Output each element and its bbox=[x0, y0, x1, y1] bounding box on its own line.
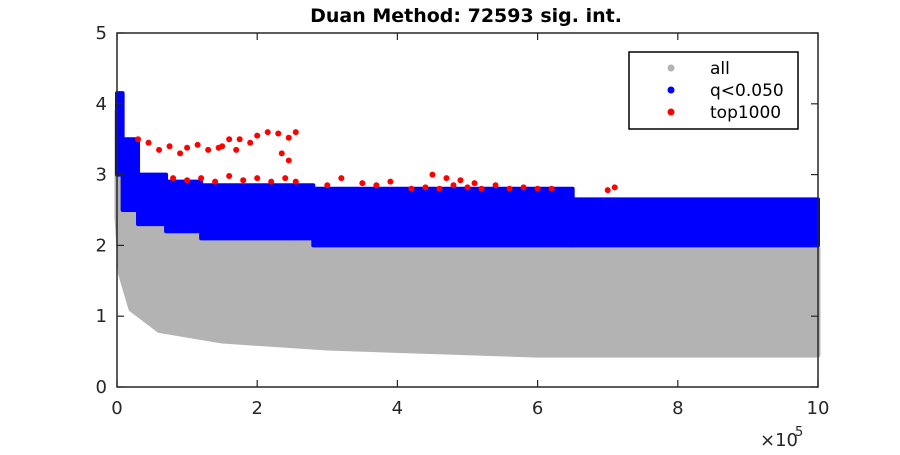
series-q-band bbox=[136, 172, 169, 227]
series-top1000-point bbox=[387, 178, 394, 185]
chart-title: Duan Method: 72593 sig. int. bbox=[310, 5, 622, 27]
x-exponent-power: 5 bbox=[795, 425, 803, 440]
series-top1000-point bbox=[198, 175, 205, 182]
series-top1000-point bbox=[247, 139, 254, 146]
series-top1000-point bbox=[264, 129, 271, 136]
legend-label-q: q<0.050 bbox=[710, 81, 784, 101]
series-top1000-point bbox=[184, 144, 191, 151]
series-top1000-point bbox=[226, 136, 233, 143]
series-q-band bbox=[120, 137, 141, 212]
x-tick-label: 2 bbox=[251, 398, 262, 419]
x-tick-label: 6 bbox=[532, 398, 543, 419]
series-top1000-point bbox=[268, 178, 275, 185]
series-q-band bbox=[311, 186, 575, 248]
series-top1000-point bbox=[506, 185, 513, 192]
x-tick-label: 0 bbox=[111, 398, 122, 419]
series-top1000-point bbox=[194, 141, 201, 148]
legend: all q<0.050 top1000 bbox=[628, 51, 799, 130]
series-top1000-point bbox=[492, 182, 499, 189]
x-tick-label: 10 bbox=[807, 398, 830, 419]
series-top1000-point bbox=[285, 134, 292, 141]
series-top1000-point bbox=[254, 175, 261, 182]
y-tick-label: 2 bbox=[96, 235, 107, 256]
series-top1000-point bbox=[177, 150, 184, 157]
x-exponent-label: ×10 5 bbox=[760, 425, 803, 451]
y-tick-label: 1 bbox=[96, 306, 107, 327]
series-top1000-point bbox=[236, 136, 243, 143]
y-tick-label: 3 bbox=[96, 165, 107, 186]
series-top1000-point bbox=[205, 146, 212, 153]
series-top1000-point bbox=[285, 157, 292, 164]
series-top1000-point bbox=[184, 177, 191, 184]
series-top1000-point bbox=[429, 171, 436, 178]
series-top1000-point bbox=[135, 136, 142, 143]
series-top1000-point bbox=[240, 177, 247, 184]
series-top1000-point bbox=[548, 185, 555, 192]
series-top1000-point bbox=[520, 184, 527, 191]
series-top1000-point bbox=[275, 130, 282, 137]
series-top1000-point bbox=[373, 182, 380, 189]
legend-box bbox=[628, 51, 799, 130]
series-top1000-point bbox=[478, 185, 485, 192]
axes-frame bbox=[116, 32, 819, 388]
series-top1000-point bbox=[359, 180, 366, 187]
series-top1000-point bbox=[292, 178, 299, 185]
series-top1000-point bbox=[611, 184, 618, 191]
series-top1000-point bbox=[338, 175, 345, 182]
legend-marker-all bbox=[667, 64, 675, 72]
series-q-band bbox=[164, 179, 204, 234]
legend-marker-top1000 bbox=[667, 108, 675, 116]
series-top1000-point bbox=[226, 173, 233, 180]
series-top1000-point bbox=[219, 143, 226, 150]
series-top1000-point bbox=[145, 139, 152, 146]
series-q-band bbox=[199, 183, 316, 241]
x-tick-label: 4 bbox=[392, 398, 403, 419]
series-top1000-point bbox=[233, 146, 240, 153]
series-top1000-point bbox=[156, 146, 163, 153]
legend-label-all: all bbox=[710, 59, 730, 79]
legend-label-top1000: top1000 bbox=[710, 103, 781, 123]
series-top1000-point bbox=[212, 178, 219, 185]
series-top1000-point bbox=[254, 132, 261, 139]
series-top1000-point bbox=[324, 182, 331, 189]
series-top1000-point bbox=[436, 185, 443, 192]
series-top1000-point bbox=[166, 143, 173, 150]
series-top1000-point bbox=[408, 185, 415, 192]
series-q-band bbox=[570, 197, 821, 248]
series-top1000-point bbox=[443, 175, 450, 182]
series-top1000-point bbox=[604, 187, 611, 194]
series-top1000-point bbox=[534, 185, 541, 192]
series-top1000-point bbox=[464, 184, 471, 191]
x-tick-label: 8 bbox=[672, 398, 683, 419]
series-top1000-point bbox=[278, 150, 285, 157]
series-top1000-point bbox=[422, 184, 429, 191]
y-tick-label: 5 bbox=[96, 23, 107, 44]
axes bbox=[116, 32, 819, 388]
series-top1000-point bbox=[170, 175, 177, 182]
series-top1000-point bbox=[450, 182, 457, 189]
series-top1000-point bbox=[471, 180, 478, 187]
series-top1000-point bbox=[292, 129, 299, 136]
legend-marker-q bbox=[667, 86, 675, 94]
x-exponent-base: ×10 bbox=[760, 430, 798, 450]
series-top1000-point bbox=[457, 177, 464, 184]
tick-labels: 0 2 4 6 8 10 0 1 2 3 4 5 bbox=[96, 23, 830, 419]
series-top1000-point bbox=[282, 175, 289, 182]
y-tick-label: 0 bbox=[96, 377, 107, 398]
y-tick-label: 4 bbox=[96, 94, 107, 115]
plot-area bbox=[114, 91, 821, 358]
